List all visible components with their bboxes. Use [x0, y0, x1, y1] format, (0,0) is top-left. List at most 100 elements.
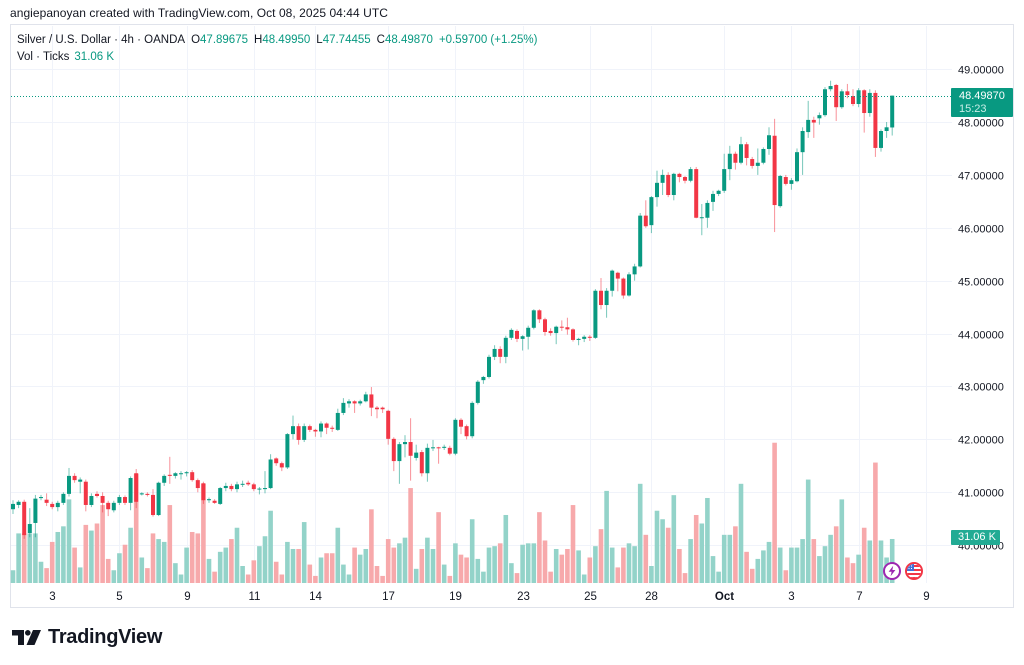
- candle-body: [352, 401, 357, 404]
- candle: [207, 497, 211, 503]
- volume-bar: [570, 505, 576, 583]
- candle-body: [823, 89, 827, 116]
- candle-wick: [169, 456, 171, 484]
- candle: [436, 446, 441, 464]
- candle-body: [761, 148, 766, 163]
- candle-body: [576, 338, 581, 340]
- volume-bar: [296, 548, 301, 583]
- candle: [431, 439, 435, 452]
- candle: [347, 399, 351, 408]
- candle-body: [722, 169, 727, 191]
- candle-body: [67, 475, 71, 494]
- volume-bar: [61, 526, 66, 583]
- volume-bar: [430, 548, 436, 583]
- candle: [89, 493, 94, 508]
- time-axis-label: 3: [788, 591, 794, 603]
- candle: [526, 325, 531, 350]
- candle: [711, 190, 715, 211]
- candle: [694, 166, 699, 219]
- candle-body: [806, 119, 811, 133]
- candle-body: [503, 337, 508, 357]
- candle: [72, 473, 77, 483]
- candle-body: [111, 502, 116, 511]
- candle: [33, 494, 38, 538]
- candle-body: [845, 91, 850, 96]
- price-axis-label: 41.00000: [958, 488, 1004, 500]
- candle-body: [307, 426, 312, 430]
- candle-body: [705, 202, 710, 218]
- candle-wick: [186, 471, 188, 477]
- candle-body: [263, 488, 267, 490]
- volume-bar: [548, 571, 553, 583]
- candle-body: [173, 473, 178, 476]
- volume-bar: [374, 566, 380, 583]
- candle: [302, 423, 307, 443]
- candle: [604, 288, 609, 318]
- volume-bar: [201, 483, 206, 583]
- candle: [576, 337, 581, 346]
- candle-body: [414, 452, 419, 458]
- volume-bar: [301, 522, 307, 583]
- candle: [867, 89, 872, 117]
- candle-body: [235, 484, 239, 490]
- candle: [481, 375, 486, 384]
- time-axis-label: 14: [309, 591, 322, 603]
- candle-wick: [645, 200, 647, 228]
- candle-body: [599, 290, 603, 306]
- candle-body: [156, 482, 161, 516]
- symbol-title[interactable]: Silver / U.S. Dollar · 4h · OANDA: [17, 34, 186, 46]
- candle-body: [604, 290, 609, 306]
- candle-wick: [813, 116, 815, 138]
- volume-bar: [352, 547, 357, 584]
- candle-wick: [818, 112, 820, 125]
- candle-body: [515, 330, 519, 339]
- open-value: 47.89675: [200, 34, 248, 46]
- candle-body: [554, 326, 559, 334]
- candle-body: [408, 442, 413, 456]
- candle-wick: [561, 320, 563, 331]
- candle-body: [369, 394, 374, 408]
- volume-bar: [688, 539, 693, 583]
- candle-body: [671, 173, 676, 196]
- tradingview-logo[interactable]: TradingView: [12, 626, 162, 649]
- lightning-icon[interactable]: [883, 562, 901, 580]
- volume-bar: [77, 567, 83, 583]
- candle-body: [716, 190, 721, 194]
- candle-body: [767, 135, 771, 149]
- candle: [27, 508, 32, 538]
- time-axis-label: 9: [923, 591, 929, 603]
- volume-indicator-title[interactable]: Vol · Ticks: [17, 51, 70, 63]
- volume-bar: [128, 527, 133, 583]
- candle: [671, 172, 676, 201]
- volume-bar: [189, 531, 195, 583]
- candle: [856, 88, 861, 108]
- candle-body: [744, 144, 749, 158]
- candle-wick: [578, 337, 580, 346]
- candle: [806, 100, 811, 138]
- candle: [800, 127, 805, 175]
- volume-bar: [710, 556, 716, 583]
- axis-layer: 49.00000 48.00000 47.00000 46.00000 45.00000…: [49, 65, 1004, 604]
- candle: [212, 499, 217, 504]
- legend-high: H48.49950: [254, 32, 310, 49]
- candle-body: [800, 131, 805, 153]
- candle: [862, 89, 867, 133]
- candle-body: [11, 503, 15, 510]
- volume-bar: [318, 557, 324, 583]
- candle-body: [453, 419, 458, 454]
- volume-bar: [273, 561, 279, 583]
- volume-bar: [16, 533, 21, 583]
- candle-wick: [79, 477, 81, 494]
- candle: [257, 486, 262, 495]
- candle: [565, 317, 570, 335]
- candle-body: [610, 270, 615, 291]
- candle-body: [755, 162, 760, 166]
- candle: [268, 454, 273, 490]
- us-flag-icon[interactable]: [905, 562, 923, 580]
- candle: [509, 328, 514, 340]
- volume-bar: [436, 512, 441, 583]
- volume-bar: [525, 543, 531, 583]
- candle: [851, 89, 855, 107]
- candle-body: [643, 215, 648, 227]
